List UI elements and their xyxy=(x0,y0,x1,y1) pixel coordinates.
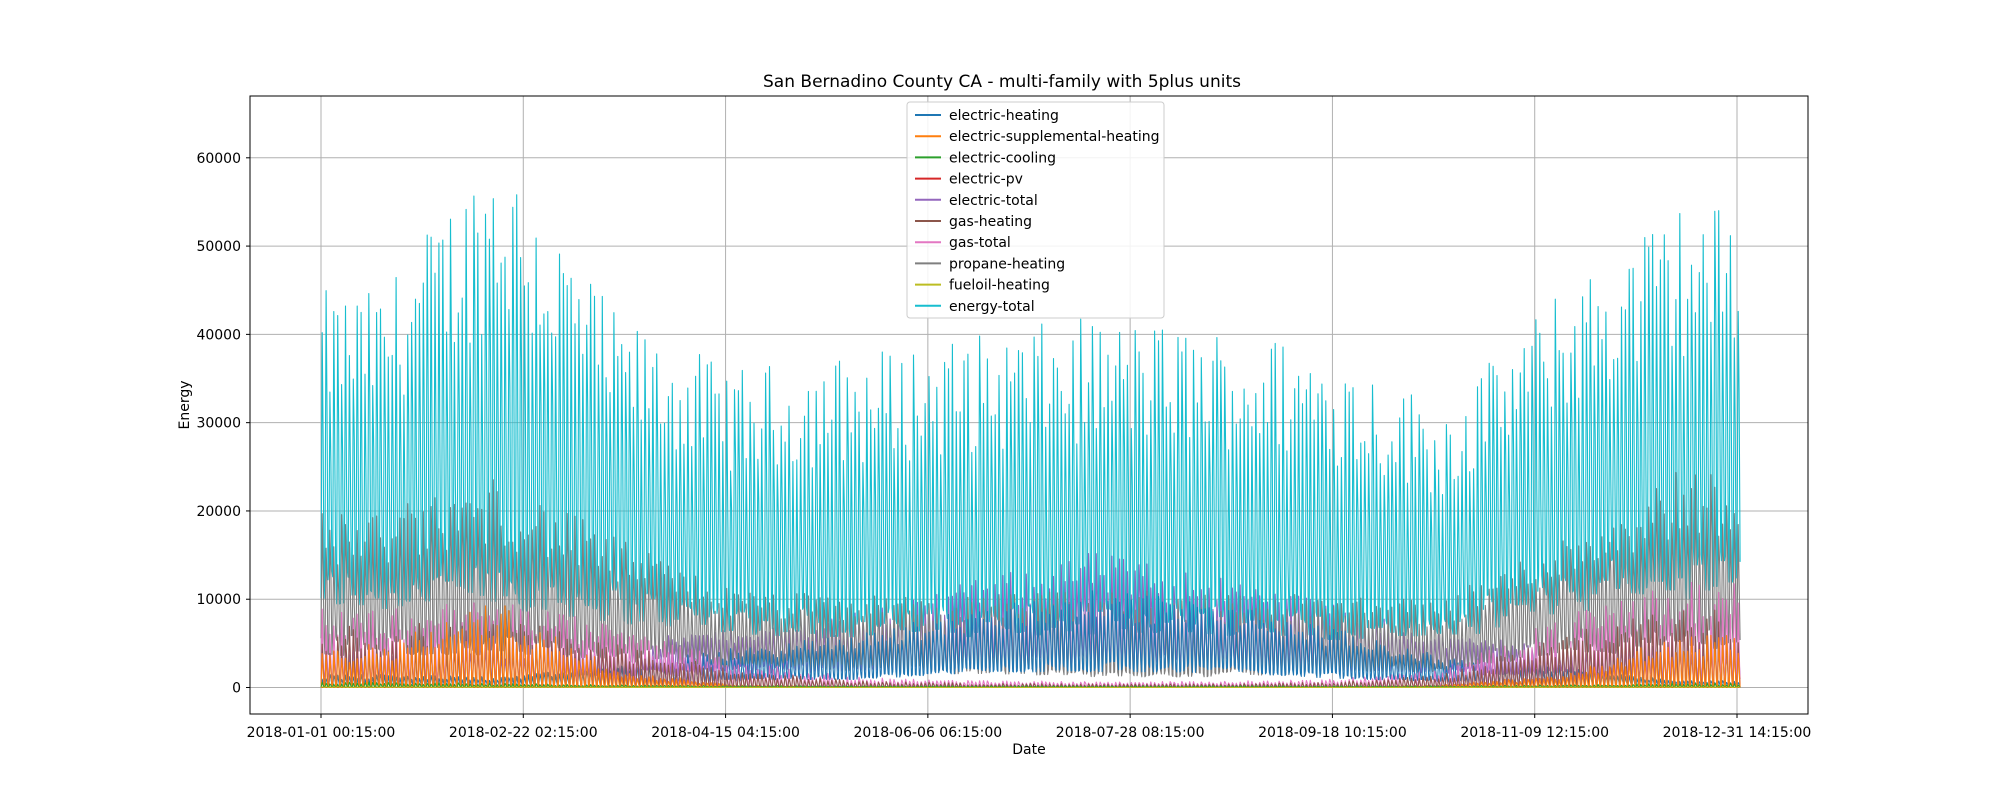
legend-label: electric-pv xyxy=(949,172,1023,188)
x-axis: 2018-01-01 00:15:00 2018-02-22 02:15:00 20… xyxy=(247,714,1812,741)
legend-label: electric-supplemental-heating xyxy=(949,129,1159,145)
y-tick-label: 60000 xyxy=(196,151,241,167)
legend-label: electric-cooling xyxy=(949,150,1056,166)
legend-label: propane-heating xyxy=(949,256,1065,272)
legend-label: electric-heating xyxy=(949,108,1059,124)
legend: electric-heating electric-supplemental-he… xyxy=(906,101,1165,319)
y-tick-label: 50000 xyxy=(196,239,241,255)
series-line-energy-total xyxy=(320,194,1741,641)
legend-label: electric-total xyxy=(949,193,1038,209)
series-line-fueloil-heating xyxy=(320,686,1741,689)
x-tick-label: 2018-11-09 12:15:00 xyxy=(1460,725,1609,741)
x-tick-label: 2018-01-01 00:15:00 xyxy=(247,725,396,741)
x-tick-label: 2018-04-15 04:15:00 xyxy=(651,725,800,741)
x-tick-label: 2018-07-28 08:15:00 xyxy=(1056,725,1205,741)
x-tick-label: 2018-06-06 06:15:00 xyxy=(854,725,1003,741)
y-tick-label: 40000 xyxy=(196,327,241,343)
x-tick-label: 2018-02-22 02:15:00 xyxy=(449,725,598,741)
chart-title: San Bernadino County CA - multi-family w… xyxy=(763,72,1241,92)
y-axis: 0 10000 20000 30000 40000 50000 60000 xyxy=(196,151,250,697)
legend-label: gas-heating xyxy=(949,214,1032,230)
legend-label: energy-total xyxy=(949,299,1035,315)
legend-label: gas-total xyxy=(949,235,1011,251)
y-tick-label: 20000 xyxy=(196,504,241,520)
legend-label: fueloil-heating xyxy=(949,278,1050,294)
y-tick-label: 30000 xyxy=(196,416,241,432)
series-layer xyxy=(320,194,1741,689)
y-tick-label: 10000 xyxy=(196,592,241,608)
plot-frame xyxy=(249,95,1809,715)
x-axis-title: Date xyxy=(1012,742,1045,758)
y-axis-title: Energy xyxy=(177,380,193,429)
x-tick-label: 2018-09-18 10:15:00 xyxy=(1258,725,1407,741)
legend-box xyxy=(906,101,1165,319)
x-tick-label: 2018-12-31 14:15:00 xyxy=(1663,725,1812,741)
y-tick-label: 0 xyxy=(232,681,241,697)
